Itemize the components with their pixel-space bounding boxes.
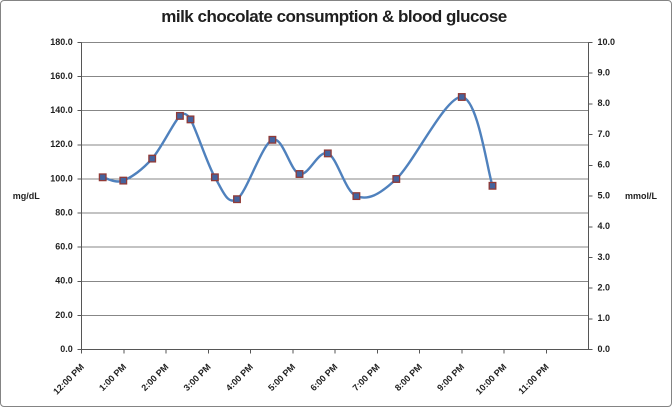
svg-text:mg/dL: mg/dL [13, 191, 40, 201]
svg-text:5.0: 5.0 [598, 190, 611, 200]
svg-text:9:00 PM: 9:00 PM [435, 362, 466, 393]
svg-text:1.0: 1.0 [598, 313, 611, 323]
svg-text:milk chocolate consumption & b: milk chocolate consumption & blood gluco… [161, 7, 507, 26]
svg-text:11:00 PM: 11:00 PM [516, 362, 550, 396]
svg-text:160.0: 160.0 [50, 71, 73, 81]
svg-text:4:00 PM: 4:00 PM [224, 362, 255, 393]
svg-text:9.0: 9.0 [598, 68, 611, 78]
svg-text:140.0: 140.0 [50, 105, 73, 115]
svg-text:8:00 PM: 8:00 PM [393, 362, 424, 393]
svg-text:8.0: 8.0 [598, 98, 611, 108]
svg-text:60.0: 60.0 [55, 242, 73, 252]
svg-text:2:00 PM: 2:00 PM [139, 362, 170, 393]
svg-text:0.0: 0.0 [598, 344, 611, 354]
svg-text:3:00 PM: 3:00 PM [182, 362, 213, 393]
svg-text:2.0: 2.0 [598, 283, 611, 293]
svg-text:6:00 PM: 6:00 PM [308, 362, 339, 393]
svg-text:6.0: 6.0 [598, 160, 611, 170]
svg-text:7.0: 7.0 [598, 129, 611, 139]
svg-text:3.0: 3.0 [598, 252, 611, 262]
svg-text:1:00 PM: 1:00 PM [97, 362, 128, 393]
svg-text:180.0: 180.0 [50, 37, 73, 47]
svg-text:20.0: 20.0 [55, 310, 73, 320]
svg-text:0.0: 0.0 [60, 344, 73, 354]
svg-text:10:00 PM: 10:00 PM [474, 362, 509, 397]
svg-text:4.0: 4.0 [598, 221, 611, 231]
svg-text:10.0: 10.0 [598, 37, 616, 47]
svg-text:12:00 PM: 12:00 PM [51, 362, 86, 397]
svg-text:7:00 PM: 7:00 PM [351, 362, 382, 393]
svg-text:40.0: 40.0 [55, 276, 73, 286]
svg-text:80.0: 80.0 [55, 207, 73, 217]
svg-text:5:00 PM: 5:00 PM [266, 362, 297, 393]
svg-text:mmol/L: mmol/L [625, 191, 658, 201]
svg-text:120.0: 120.0 [50, 139, 73, 149]
svg-text:100.0: 100.0 [50, 173, 73, 183]
